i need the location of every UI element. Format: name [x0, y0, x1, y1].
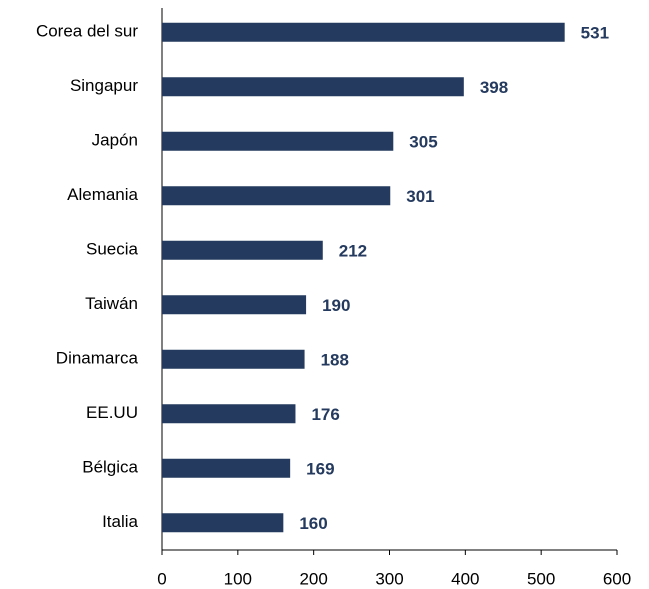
- y-tick-label: Bélgica: [82, 458, 138, 477]
- bar: [162, 186, 391, 206]
- x-tick-label: 200: [299, 569, 327, 588]
- bar: [162, 404, 296, 424]
- value-label: 398: [480, 78, 508, 97]
- value-label: 531: [581, 24, 609, 43]
- y-tick-label: EE.UU: [86, 403, 138, 422]
- bar: [162, 131, 394, 151]
- bar: [162, 458, 291, 478]
- y-tick-label: Corea del sur: [36, 22, 138, 41]
- value-label: 212: [339, 242, 367, 261]
- x-tick-label: 100: [224, 569, 252, 588]
- x-tick-label: 0: [157, 569, 166, 588]
- bar: [162, 240, 323, 260]
- value-label: 176: [311, 405, 339, 424]
- y-tick-label: Suecia: [86, 240, 139, 259]
- x-tick-label: 500: [527, 569, 555, 588]
- bar: [162, 77, 464, 97]
- x-tick-label: 600: [603, 569, 631, 588]
- value-label: 160: [299, 514, 327, 533]
- y-tick-label: Alemania: [67, 185, 138, 204]
- bar: [162, 295, 307, 315]
- y-tick-label: Taiwán: [85, 294, 138, 313]
- value-label: 188: [321, 351, 349, 370]
- x-tick-label: 400: [451, 569, 479, 588]
- x-tick-label: 300: [375, 569, 403, 588]
- value-label: 169: [306, 460, 334, 479]
- bar: [162, 513, 284, 533]
- value-label: 301: [406, 187, 434, 206]
- y-tick-label: Japón: [92, 131, 138, 150]
- y-tick-label: Dinamarca: [56, 349, 139, 368]
- y-tick-label: Italia: [102, 512, 138, 531]
- bar: [162, 349, 305, 369]
- bar: [162, 22, 565, 42]
- y-tick-label: Singapur: [70, 76, 138, 95]
- value-label: 190: [322, 296, 350, 315]
- value-label: 305: [409, 133, 437, 152]
